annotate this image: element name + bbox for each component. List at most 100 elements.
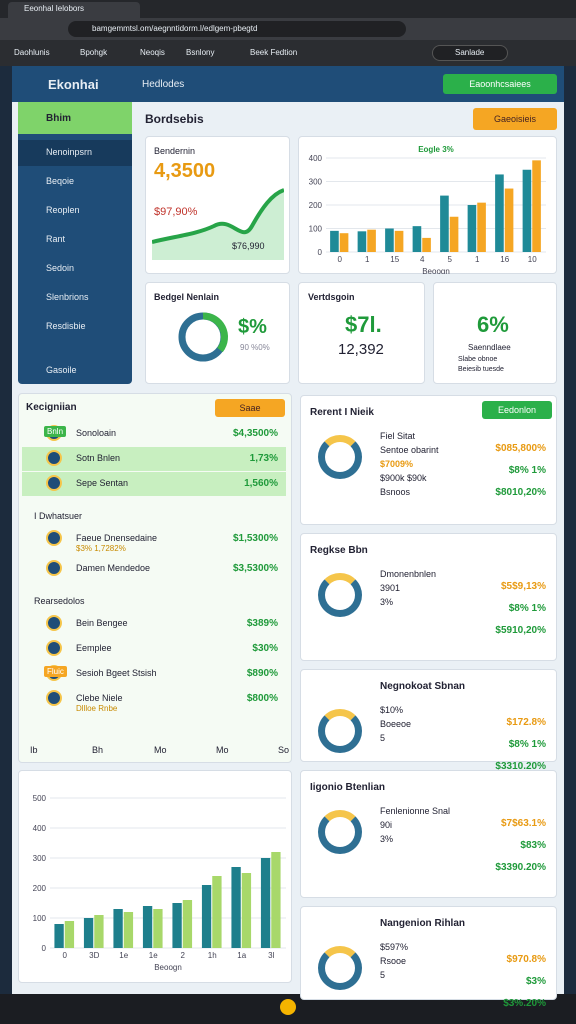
card-title: Negnokoat Sbnan	[380, 681, 466, 692]
list-button[interactable]: Saae	[215, 399, 285, 417]
bar	[271, 852, 281, 948]
x-tick-label: 1e	[149, 951, 158, 960]
bar	[367, 229, 376, 252]
bar	[260, 858, 271, 948]
row-name[interactable]: Sonoloain	[76, 428, 117, 438]
x-tick-label: 0	[338, 255, 343, 264]
bar	[412, 226, 422, 252]
share-label: Saenndlaee	[468, 343, 511, 352]
row-icon	[46, 560, 62, 576]
card-line: Rsooe	[380, 956, 407, 966]
x-tick-label: 1a	[237, 951, 246, 960]
section-title: Rearsedolos	[34, 596, 85, 606]
card-icon	[318, 573, 362, 617]
tab-strip	[0, 0, 576, 18]
y-tick-label: 300	[33, 854, 47, 863]
bar	[113, 909, 123, 948]
bar	[94, 915, 104, 948]
row-name[interactable]: Bein Bengee	[76, 618, 128, 628]
logo: Ekonhai	[48, 77, 99, 92]
list-footer: Mo	[216, 745, 229, 755]
sidebar-item[interactable]: Nenoinpsrn	[46, 147, 93, 157]
taskbar-app[interactable]	[280, 999, 296, 1015]
card-icon	[318, 946, 362, 990]
row-value: 1,560%	[244, 478, 278, 489]
row-name[interactable]: Damen Mendedoe	[76, 563, 151, 573]
x-tick-label: 5	[448, 255, 453, 264]
bookmark[interactable]: Beek Fedtion	[250, 48, 298, 57]
card-line: Dmonenbnlen	[380, 569, 437, 579]
card-value: $3%.20%	[503, 998, 546, 1009]
bar	[231, 867, 241, 948]
menu[interactable]: Hedlodes	[142, 79, 185, 90]
row-name[interactable]: Sotn Bnlen	[76, 453, 121, 463]
page-button[interactable]: Gaeoisieis	[473, 108, 557, 130]
card-value: $83%	[520, 840, 546, 851]
card-value: $8% 1%	[508, 603, 546, 614]
row-value: $1,5300%	[232, 533, 278, 544]
card-line: $10%	[380, 705, 404, 715]
card-value: $3310.20%	[495, 761, 546, 772]
vertical-count: 12,392	[338, 341, 384, 358]
row-name[interactable]: Sesioh Bgeet Stsish	[76, 668, 157, 678]
row-badge: Fluic	[44, 666, 67, 677]
row-value: $800%	[246, 693, 278, 704]
sidebar-item[interactable]: Sedoin	[46, 263, 75, 273]
card-button[interactable]: Eedonlon	[482, 401, 552, 419]
y-tick-label: 0	[318, 248, 323, 257]
sidebar-top[interactable]	[18, 102, 132, 134]
share-legend: Beiesib tuesde	[458, 366, 504, 373]
sidebar-item[interactable]: Beqoie	[46, 176, 75, 186]
y-tick-label: 200	[33, 884, 47, 893]
row-value: $30%	[252, 643, 278, 654]
card-title: Rerent I Nieik	[310, 407, 374, 418]
list-footer: Ib	[30, 745, 38, 755]
sidebar-top-label: Bhim	[46, 113, 71, 124]
tab[interactable]	[8, 2, 140, 18]
y-tick-label: 300	[309, 178, 323, 187]
card-value: $3390.20%	[495, 862, 546, 873]
bar	[440, 195, 449, 252]
bar	[64, 921, 75, 948]
y-tick-label: 200	[309, 201, 323, 210]
sidebar-item[interactable]: Slenbrions	[46, 292, 89, 302]
card-value: $085,800%	[495, 443, 546, 454]
card-line: $7009%	[380, 459, 414, 469]
bookmark[interactable]: Neoqis	[140, 48, 165, 57]
sidebar-active	[18, 140, 132, 166]
x-tick-label: 0	[63, 951, 68, 960]
sidebar-item[interactable]: Resdisbie	[46, 321, 86, 331]
x-tick-label: 10	[528, 255, 537, 264]
row-name[interactable]: Eemplee	[76, 643, 112, 653]
header-button[interactable]: Eaoonhcsaiees	[443, 74, 557, 94]
search-box[interactable]	[432, 45, 508, 61]
bar	[172, 903, 182, 948]
bookmark[interactable]: Bsnlony	[186, 48, 215, 57]
sidebar-item[interactable]: Reoplen	[46, 205, 80, 215]
row-value: $890%	[246, 668, 278, 679]
y-tick-label: 0	[42, 944, 47, 953]
x-axis-label: Beoogn	[422, 267, 450, 274]
summary-title: Bendernin	[154, 146, 196, 156]
row-name[interactable]: Sepe Sentan	[76, 478, 129, 488]
row-name[interactable]: Clebe Niele	[76, 693, 123, 703]
bar	[477, 202, 486, 252]
sidebar-item[interactable]: Gasoile	[46, 365, 77, 375]
row-name[interactable]: Faeue Dnensedaine	[76, 533, 158, 543]
budget-title: Bedgel Nenlain	[154, 292, 220, 302]
bar	[54, 924, 64, 948]
bookmark[interactable]: Bpohgk	[80, 48, 108, 57]
summary-value: 4,3500	[154, 160, 216, 182]
page-title: Bordsebis	[145, 112, 204, 126]
share-legend: Slabe obnoe	[458, 356, 498, 363]
bar	[201, 885, 212, 948]
row-value: $389%	[246, 618, 278, 629]
y-tick-label: 100	[33, 914, 47, 923]
row-icon	[46, 475, 62, 491]
x-tick-label: 3D	[89, 951, 99, 960]
bookmark[interactable]: Daohlunis	[14, 48, 50, 57]
sidebar-item[interactable]: Rant	[46, 234, 66, 244]
x-tick-label: 4	[420, 255, 425, 264]
address-bar[interactable]	[68, 21, 406, 37]
